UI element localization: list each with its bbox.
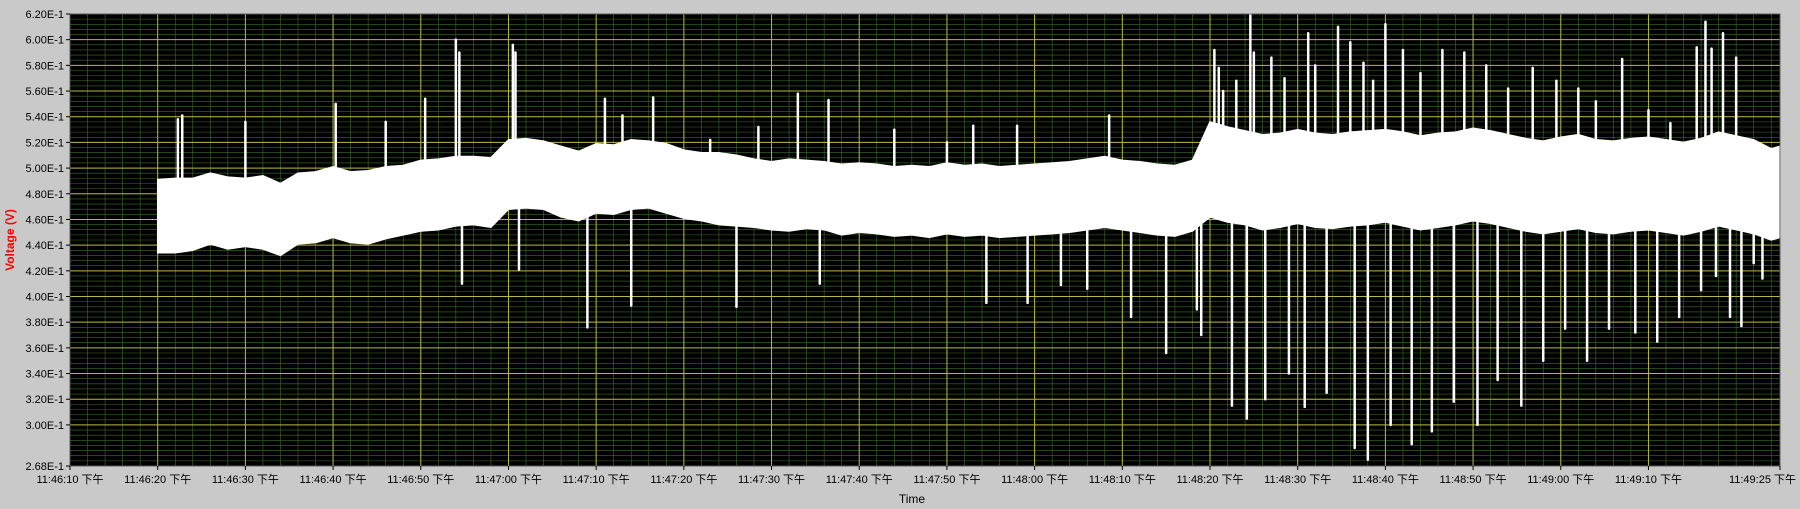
y-tick-label: 3.00E-1 xyxy=(25,420,64,432)
y-axis-ticks: 2.68E-1 3.00E-1 3.20E-1 3.40E-1 3.60E-1 3.80E… xyxy=(25,9,70,473)
x-tick-label: 11:48:00 下午 xyxy=(1001,473,1068,486)
y-tick-label: 5.20E-1 xyxy=(25,137,64,149)
y-tick-label: 5.80E-1 xyxy=(25,60,64,72)
x-tick-label: 11:47:10 下午 xyxy=(563,473,630,486)
y-tick-label: 3.20E-1 xyxy=(25,394,64,406)
x-tick-label: 11:48:10 下午 xyxy=(1089,473,1156,486)
x-axis-ticks: 11:46:10 下午 11:46:20 下午 11:46:30 下午 11:46:4… xyxy=(36,466,1796,486)
x-tick-label: 11:48:40 下午 xyxy=(1352,473,1419,486)
voltage-trace xyxy=(156,12,1781,461)
x-tick-label: 11:47:00 下午 xyxy=(475,473,542,486)
y-tick-label: 2.68E-1 xyxy=(25,461,64,473)
plot-border xyxy=(69,13,1781,467)
x-tick-label: 11:46:20 下午 xyxy=(124,473,191,486)
y-tick-label: 3.80E-1 xyxy=(25,317,64,329)
y-tick-label: 4.20E-1 xyxy=(25,266,64,278)
y-tick-label: 6.20E-1 xyxy=(25,9,64,21)
x-tick-label: 11:49:25 下午 xyxy=(1729,473,1796,486)
y-tick-label: 5.40E-1 xyxy=(25,112,64,124)
x-tick-label: 11:48:30 下午 xyxy=(1264,473,1331,486)
y-tick-label: 4.80E-1 xyxy=(25,189,64,201)
x-tick-label: 11:47:30 下午 xyxy=(738,473,805,486)
y-tick-label: 4.40E-1 xyxy=(25,240,64,252)
x-axis-label: Time xyxy=(899,492,926,504)
x-tick-label: 11:49:10 下午 xyxy=(1615,473,1682,486)
x-tick-label: 11:46:50 下午 xyxy=(387,473,454,486)
y-tick-label: 3.60E-1 xyxy=(25,343,64,355)
x-tick-label: 11:46:30 下午 xyxy=(212,473,279,486)
y-tick-label: 4.00E-1 xyxy=(25,292,64,304)
y-axis-label: Voltage (V) xyxy=(3,209,17,271)
x-tick-label: 11:46:10 下午 xyxy=(36,473,103,486)
y-tick-label: 5.60E-1 xyxy=(25,86,64,98)
y-tick-label: 4.60E-1 xyxy=(25,214,64,226)
x-tick-label: 11:47:50 下午 xyxy=(913,473,980,486)
y-tick-label: 3.40E-1 xyxy=(25,369,64,381)
x-tick-label: 11:48:50 下午 xyxy=(1440,473,1507,486)
x-tick-label: 11:47:20 下午 xyxy=(650,473,717,486)
x-tick-label: 11:48:20 下午 xyxy=(1176,473,1243,486)
x-tick-label: 11:46:40 下午 xyxy=(300,473,367,486)
x-tick-label: 11:49:00 下午 xyxy=(1527,473,1594,486)
x-tick-label: 11:47:40 下午 xyxy=(826,473,893,486)
y-tick-label: 5.00E-1 xyxy=(25,163,64,175)
y-tick-label: 6.00E-1 xyxy=(25,35,64,47)
